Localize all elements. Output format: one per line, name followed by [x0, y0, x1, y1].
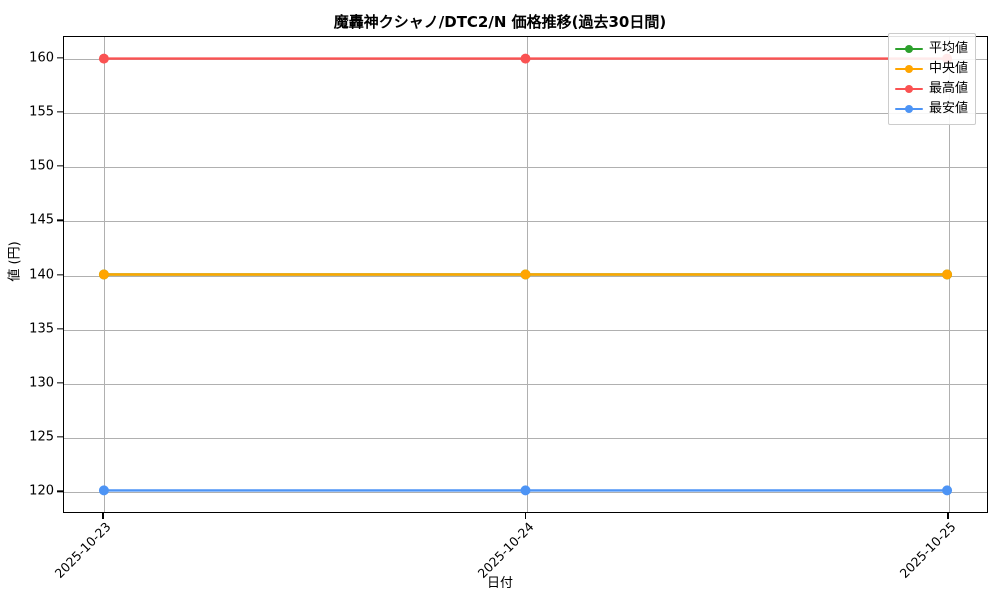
chart-legend[interactable]: 平均値中央値最高値最安値 — [888, 33, 977, 125]
plot-area — [63, 36, 988, 513]
y-tick-mark — [57, 436, 63, 438]
gridline-horizontal — [64, 112, 987, 114]
y-axis-tick-labels: 120 125 130 135 140 145 150 155 160 — [0, 36, 54, 513]
gridline-horizontal — [64, 438, 987, 440]
legend-item[interactable]: 平均値 — [895, 39, 968, 59]
legend-item[interactable]: 最安値 — [895, 99, 968, 119]
chart-title: 魔轟神クシャノ/DTC2/N 価格推移(過去30日間) — [333, 13, 667, 31]
legend-label: 中央値 — [929, 61, 969, 76]
legend-swatch — [895, 62, 923, 76]
legend-swatch — [895, 102, 923, 116]
legend-item[interactable]: 最高値 — [895, 79, 968, 99]
x-axis-title: 日付 — [486, 576, 513, 591]
x-tick-mark — [947, 513, 949, 519]
y-tick-mark — [57, 165, 63, 167]
y-tick-label: 120 — [29, 483, 54, 499]
y-tick-label: 150 — [29, 158, 54, 174]
y-tick-mark — [57, 328, 63, 330]
gridline-horizontal — [64, 383, 987, 385]
legend-marker-icon — [905, 65, 913, 73]
y-tick-mark — [57, 273, 63, 276]
y-tick-label: 135 — [29, 321, 54, 337]
y-tick-mark — [57, 111, 63, 113]
gridline-horizontal — [64, 329, 987, 331]
gridline-vertical — [104, 37, 105, 512]
legend-label: 平均値 — [929, 41, 969, 56]
x-axis-tick-labels: 2025-10-23 2025-10-24 2025-10-25 — [0, 513, 1000, 581]
gridline-horizontal — [64, 492, 987, 494]
y-tick-label: 155 — [29, 104, 54, 120]
series-marker — [942, 269, 953, 280]
gridline-vertical — [526, 37, 528, 512]
y-tick-label: 140 — [29, 267, 54, 282]
gridline-horizontal — [64, 275, 987, 277]
series-marker — [942, 485, 953, 496]
series-marker — [520, 269, 531, 280]
series-marker — [520, 269, 531, 280]
y-tick-label: 160 — [29, 50, 54, 66]
y-tick-mark — [57, 382, 63, 384]
gridline-horizontal — [64, 58, 987, 60]
legend-label: 最安値 — [929, 101, 969, 116]
gridline-horizontal — [64, 167, 987, 169]
legend-marker-icon — [905, 85, 913, 93]
y-tick-mark — [57, 57, 63, 59]
gridline-horizontal — [64, 221, 987, 223]
y-tick-mark — [57, 490, 63, 492]
legend-swatch — [895, 82, 923, 96]
x-tick-mark — [102, 513, 104, 519]
y-tick-label: 130 — [29, 375, 54, 391]
x-tick-mark — [524, 513, 527, 519]
legend-item[interactable]: 中央値 — [895, 59, 968, 79]
series-layer — [98, 53, 953, 496]
legend-label: 最高値 — [929, 81, 969, 96]
legend-swatch — [895, 42, 923, 56]
series-marker — [520, 485, 531, 496]
y-tick-label: 125 — [29, 429, 54, 445]
legend-marker-icon — [905, 105, 913, 113]
y-tick-mark — [57, 219, 63, 221]
series-marker — [942, 269, 953, 280]
y-tick-label: 145 — [29, 212, 54, 228]
legend-marker-icon — [905, 45, 913, 53]
